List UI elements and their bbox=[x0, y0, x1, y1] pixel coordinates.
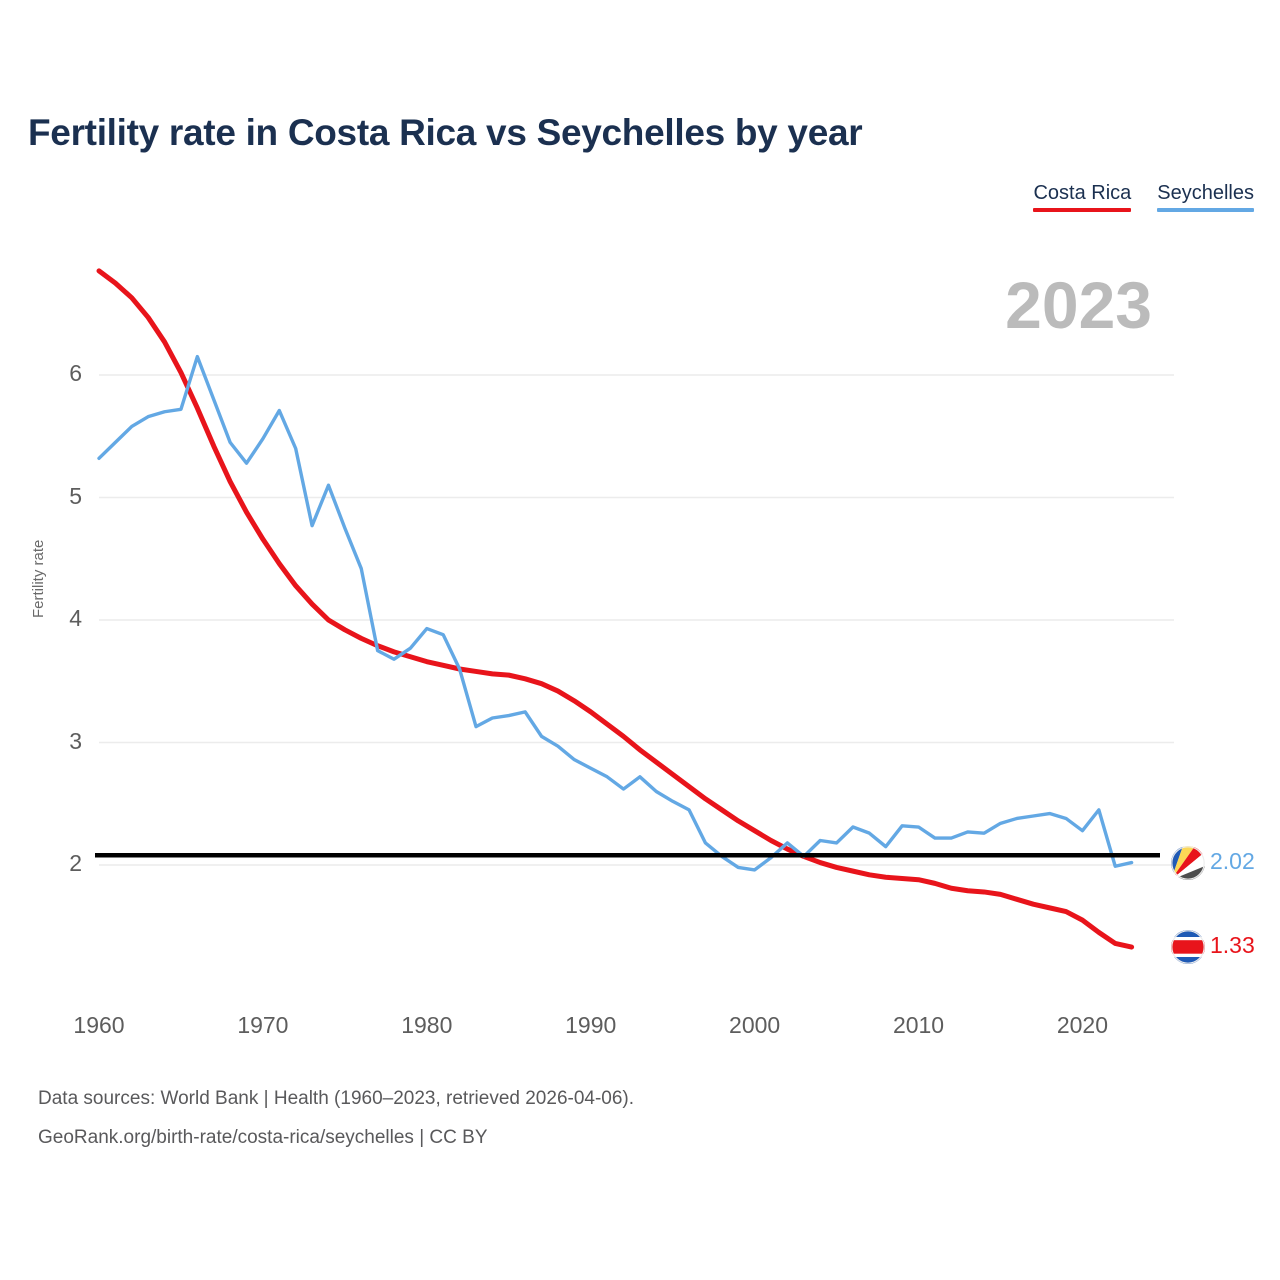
x-axis-tick-1970: 1970 bbox=[237, 1012, 289, 1038]
legend-label-seychelles: Seychelles bbox=[1157, 182, 1254, 204]
y-axis-tick-4: 4 bbox=[69, 605, 82, 631]
footer-line-1: Data sources: World Bank | Health (1960–… bbox=[38, 1088, 635, 1109]
x-axis-tick-2020: 2020 bbox=[1056, 1012, 1109, 1038]
x-axis-tick-2000: 2000 bbox=[729, 1012, 781, 1038]
y-axis-tick-2: 2 bbox=[69, 850, 82, 876]
costa-rica-end-value: 1.33 bbox=[1210, 932, 1255, 959]
x-axis-tick-1980: 1980 bbox=[401, 1012, 453, 1038]
x-axis-tick-2010: 2010 bbox=[892, 1012, 945, 1038]
x-axis-tick-1990: 1990 bbox=[565, 1012, 617, 1038]
year-badge: 2023 bbox=[1005, 268, 1152, 342]
footer-line-2: GeoRank.org/birth-rate/costa-rica/seyche… bbox=[38, 1127, 488, 1148]
legend-label-costa-rica: Costa Rica bbox=[1033, 182, 1132, 204]
legend-swatch-seychelles bbox=[1157, 208, 1254, 212]
x-axis-tick-1960: 1960 bbox=[73, 1012, 125, 1038]
legend-item-seychelles[interactable]: Seychelles bbox=[1157, 182, 1254, 212]
legend-item-costa-rica[interactable]: Costa Rica bbox=[1033, 182, 1132, 212]
y-axis-tick-5: 5 bbox=[69, 482, 82, 509]
legend-swatch-costa-rica bbox=[1033, 208, 1132, 212]
seychelles-end-value: 2.02 bbox=[1210, 847, 1255, 874]
chart-legend: Costa Rica Seychelles bbox=[1033, 182, 1254, 212]
costa-rica-flag-icon bbox=[1171, 930, 1205, 965]
page-title: Fertility rate in Costa Rica vs Seychell… bbox=[28, 112, 863, 153]
seychelles-flag-icon bbox=[1171, 845, 1205, 880]
y-axis-tick-6: 6 bbox=[69, 360, 82, 386]
y-axis-tick-3: 3 bbox=[69, 727, 82, 754]
